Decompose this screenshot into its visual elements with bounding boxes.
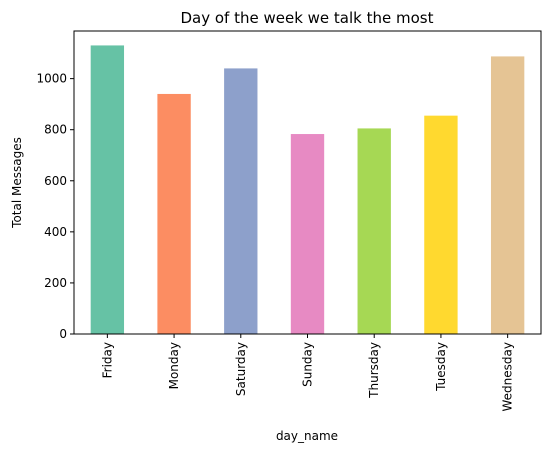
y-tick-label: 200: [44, 276, 67, 290]
x-tick-label: Thursday: [367, 342, 381, 399]
x-tick-label: Friday: [100, 342, 114, 378]
x-tick-label: Wednesday: [501, 342, 515, 411]
bar-monday: [157, 93, 191, 334]
x-axis-ticks: Friday Monday Saturday Sunday Thursday Tuesda…: [100, 334, 515, 411]
x-tick-label: Tuesday: [434, 342, 448, 392]
bar-tuesday: [424, 115, 458, 334]
y-tick-label: 600: [44, 174, 67, 188]
bars-group: [90, 45, 525, 335]
bar-friday: [90, 45, 125, 335]
y-tick-label: 1000: [36, 72, 67, 86]
x-tick-label: Monday: [167, 342, 181, 389]
y-axis-label: Total Messages: [10, 137, 24, 229]
y-tick-label: 800: [44, 123, 67, 137]
x-axis-label: day_name: [276, 429, 338, 443]
x-tick-label: Saturday: [234, 342, 248, 396]
y-tick-label: 0: [59, 327, 67, 341]
plot-frame: [73, 30, 542, 335]
chart-title: Day of the week we talk the most: [180, 9, 433, 27]
y-axis-ticks: 0 200 400 600 800 1000: [36, 72, 74, 341]
bar-saturday: [224, 68, 258, 334]
bar-wednesday: [490, 56, 525, 334]
y-tick-label: 400: [44, 225, 67, 239]
bar-thursday: [357, 128, 391, 334]
bar-sunday: [290, 134, 325, 334]
x-tick-label: Sunday: [301, 342, 315, 387]
